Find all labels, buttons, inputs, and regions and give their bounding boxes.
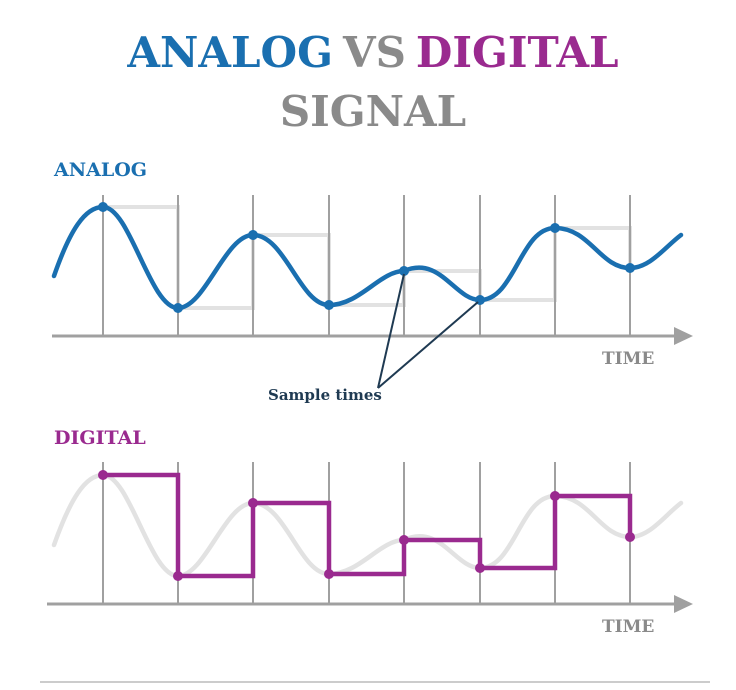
digital-sample-point [475,563,485,573]
analog-sample-point [98,202,108,212]
digital-ghost-wave [51,472,684,579]
digital-step-signal [103,472,633,579]
digital-sample-point [399,535,409,545]
title-analog: ANALOG [126,28,333,77]
analog-sample-point [173,303,183,313]
analog-wave [51,204,684,311]
analog-sample-point [324,300,334,310]
title-digital: DIGITAL [416,28,619,77]
digital-sample-point [98,470,108,480]
analog-sample-point [248,230,258,240]
digital-sample-point [625,532,635,542]
analog-sample-point [399,266,409,276]
digital-axis-label: TIME [602,617,654,637]
title-line-2: SIGNAL [280,87,466,136]
digital-label: DIGITAL [54,427,146,449]
digital-axis-arrowhead [674,595,693,613]
analog-sample-lines [102,195,631,336]
digital-sample-point [173,571,183,581]
analog-sample-point [550,223,560,233]
analog-sample-points [98,202,635,313]
analog-axis-arrowhead [674,327,693,345]
title-vs: VS [342,28,406,77]
annotation-pointer [377,301,479,389]
analog-axis-label: TIME [602,349,654,369]
annotation-pointers [377,273,479,389]
digital-sample-point [550,491,560,501]
analog-ghost-steps [103,205,632,310]
annotation-sample-times: Sample times [268,386,382,404]
digital-sample-point [324,569,334,579]
annotation-pointer [377,273,405,389]
digital-sample-points [98,470,635,581]
analog-label: ANALOG [53,159,147,181]
analog-sample-point [625,263,635,273]
title-line-1: ANALOG VS DIGITAL [126,28,618,77]
digital-sample-point [248,498,258,508]
digital-sample-lines [102,462,631,604]
